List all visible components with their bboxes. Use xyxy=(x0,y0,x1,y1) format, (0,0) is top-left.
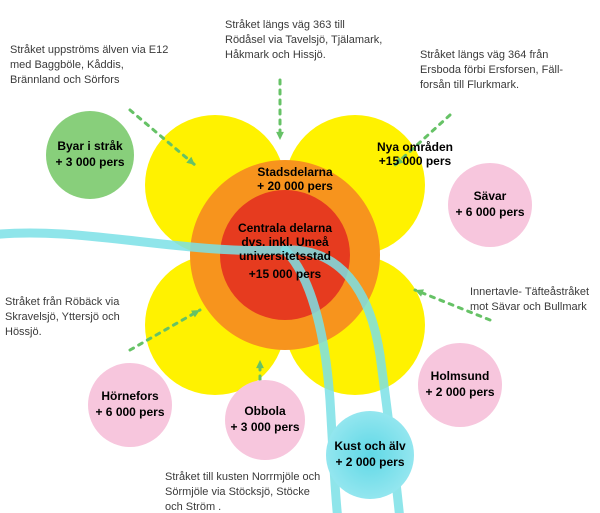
bubble-kust-och-alv: Kust och älv + 2 000 pers xyxy=(326,411,414,499)
bubble-holmsund: Holmsund + 2 000 pers xyxy=(418,343,502,427)
annotation-vag364: Stråket längs väg 364 från Ersboda förbi… xyxy=(420,48,580,93)
bubble-byar-i-strak: Byar i stråk + 3 000 pers xyxy=(46,111,134,199)
bubble-pop: + 6 000 pers xyxy=(95,405,164,421)
centrala-line3: universitetsstad xyxy=(215,249,355,263)
bubble-label: Obbola xyxy=(244,404,285,420)
centrala-line1: Centrala delarna xyxy=(215,221,355,235)
centrala-pop: +15 000 pers xyxy=(215,267,355,281)
bubble-label: Holmsund xyxy=(431,369,490,385)
bubble-hornefors: Hörnefors + 6 000 pers xyxy=(88,363,172,447)
annotation-innertavle: Innertavle- Täfteå­stråket mot Sävar och… xyxy=(470,285,600,315)
region-centrala: Centrala delarna dvs. inkl. Umeå univers… xyxy=(215,221,355,281)
nya-label: Nya områden xyxy=(360,140,470,154)
bubble-obbola: Obbola + 3 000 pers xyxy=(225,380,305,460)
stadsdelarna-label: Stadsdelarna xyxy=(245,165,345,179)
bubble-pop: + 2 000 pers xyxy=(335,455,404,471)
stadsdelarna-pop: + 20 000 pers xyxy=(245,179,345,193)
diagram-canvas: Stadsdelarna + 20 000 pers Nya områden +… xyxy=(0,0,600,513)
region-stadsdelarna: Stadsdelarna + 20 000 pers xyxy=(245,165,345,193)
centrala-line2: dvs. inkl. Umeå xyxy=(215,235,355,249)
bubble-savar: Sävar + 6 000 pers xyxy=(448,163,532,247)
annotation-kusten: Stråket till kusten Norrmjöle och Sörmjö… xyxy=(165,470,325,513)
region-nya-omraden: Nya områden +15 000 pers xyxy=(360,140,470,168)
bubble-pop: + 6 000 pers xyxy=(455,205,524,221)
annotation-uppstroms: Stråket uppströms älven via E12 med Bagg… xyxy=(10,43,170,88)
annotation-roback: Stråket från Röbäck via Skravelsjö, Ytte… xyxy=(5,295,155,340)
bubble-pop: + 2 000 pers xyxy=(425,385,494,401)
annotation-vag363: Stråket längs väg 363 till Rödåsel via T… xyxy=(225,18,385,63)
bubble-pop: + 3 000 pers xyxy=(230,420,299,436)
bubble-pop: + 3 000 pers xyxy=(55,155,124,171)
bubble-label: Kust och älv xyxy=(334,439,405,455)
bubble-label: Hörnefors xyxy=(101,389,158,405)
bubble-label: Byar i stråk xyxy=(57,139,122,155)
bubble-label: Sävar xyxy=(474,189,507,205)
nya-pop: +15 000 pers xyxy=(360,154,470,168)
